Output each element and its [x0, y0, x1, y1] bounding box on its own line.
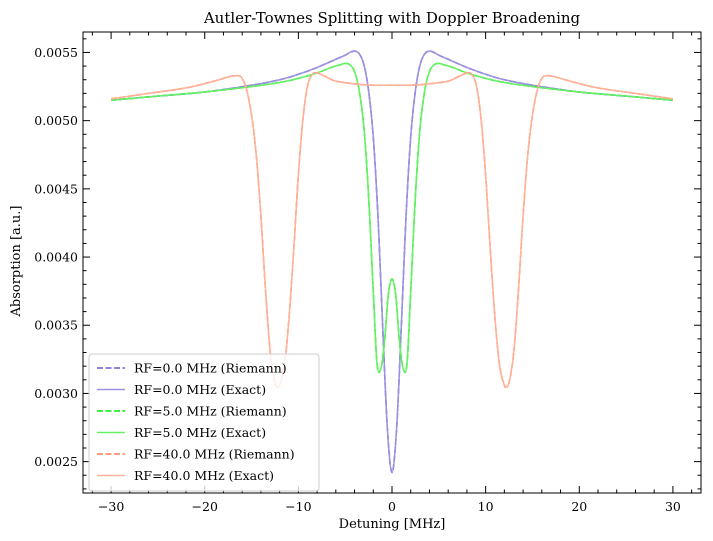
y-tick-label: 0.0025	[34, 454, 78, 469]
x-tick-label: 10	[478, 499, 494, 514]
series-layer	[110, 50, 674, 474]
y-tick-label: 0.0030	[34, 386, 78, 401]
legend-label: RF=5.0 MHz (Exact)	[134, 425, 266, 440]
legend: RF=0.0 MHz (Riemann) RF=0.0 MHz (Exact) RF…	[88, 353, 320, 492]
series-line-rf-0-0-mhz-exact	[111, 50, 673, 474]
y-tick-label: 0.0055	[34, 45, 78, 60]
x-tick-label: −10	[285, 499, 311, 514]
series-line-rf-5-0-mhz-riemann	[111, 62, 673, 374]
y-tick-label: 0.0050	[34, 113, 78, 128]
legend-label: RF=0.0 MHz (Riemann)	[134, 361, 287, 376]
legend-label: RF=40.0 MHz (Exact)	[134, 468, 274, 483]
y-tick-label: 0.0040	[34, 250, 78, 265]
y-tick-label: 0.0045	[34, 181, 78, 196]
x-tick-label: 20	[571, 499, 587, 514]
x-tick-label: −20	[192, 499, 218, 514]
legend-box	[88, 353, 320, 492]
legend-label: RF=5.0 MHz (Riemann)	[134, 404, 287, 419]
series-line-rf-5-0-mhz-exact	[111, 62, 673, 374]
y-axis-label: Absorption [a.u.]	[9, 206, 24, 318]
x-axis-label: Detuning [MHz]	[339, 517, 446, 532]
y-tick-label: 0.0035	[34, 318, 78, 333]
legend-label: RF=40.0 MHz (Riemann)	[134, 447, 295, 462]
x-tick-label: 0	[388, 499, 396, 514]
ticks-layer: −30 −20 −10 0 10 20 30 0.0025 0.0030 0.0035 0.0040…	[34, 32, 701, 514]
chart-title: Autler-Townes Splitting with Doppler Bro…	[203, 9, 581, 27]
x-tick-label: 30	[665, 499, 681, 514]
series-line-rf-40-0-mhz-riemann	[110, 71, 674, 389]
legend-label: RF=0.0 MHz (Exact)	[134, 382, 266, 397]
x-tick-label: −30	[98, 499, 124, 514]
series-line-rf-40-0-mhz-exact	[110, 71, 674, 389]
